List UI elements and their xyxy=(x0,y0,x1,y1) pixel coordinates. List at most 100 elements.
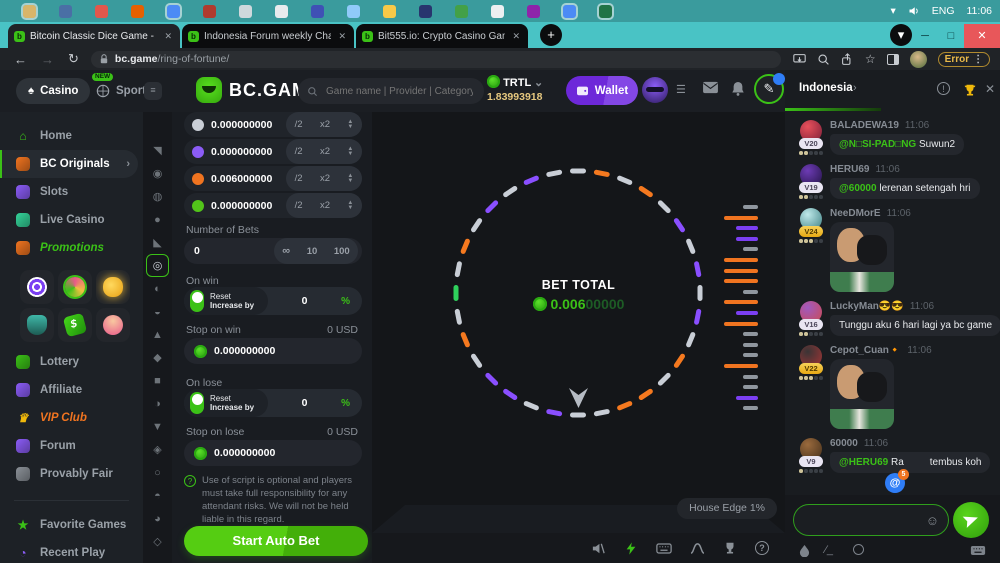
strip-limbo-game-icon[interactable]: ● xyxy=(154,214,161,226)
mail-icon[interactable] xyxy=(702,81,719,94)
double-bet-button[interactable]: x2 xyxy=(319,200,330,211)
chevron-right-icon[interactable]: › xyxy=(853,82,857,94)
chat-info-icon[interactable]: ! xyxy=(937,82,950,95)
start-auto-bet-button[interactable]: Start Auto Bet xyxy=(184,526,368,556)
share-icon[interactable] xyxy=(841,52,854,66)
sidebar-item-lottery[interactable]: Lottery xyxy=(0,348,143,376)
bets-10-option[interactable]: 10 xyxy=(306,245,318,257)
leaderboard-trophy-icon[interactable] xyxy=(723,541,737,555)
bet-list-icon[interactable]: ☰ xyxy=(676,84,686,96)
thunderbird-icon[interactable] xyxy=(419,4,432,18)
forward-button[interactable]: → xyxy=(41,51,54,67)
chat-gif-image[interactable] xyxy=(830,359,894,429)
bet-amount[interactable]: 0.000000000 xyxy=(211,145,273,158)
sidebar-item-favorite-games[interactable]: ★ Favorite Games xyxy=(0,511,143,539)
bet-row-green[interactable]: 0.000000000/2 x2 ▲ ▼ xyxy=(184,193,362,218)
chat-input-pill[interactable]: ☺ xyxy=(793,504,949,536)
chrome-icon[interactable] xyxy=(165,2,182,20)
zoom-icon[interactable] xyxy=(817,53,830,66)
reload-button[interactable]: ↻ xyxy=(68,51,79,66)
chat-username[interactable]: Cepot_Cuan🔸 xyxy=(830,345,902,356)
back-button[interactable]: ← xyxy=(14,51,27,67)
sports-tab[interactable]: NEW Sports xyxy=(84,73,164,104)
bet-amount[interactable]: 0.000000000 xyxy=(211,118,273,131)
notification-bell-icon[interactable] xyxy=(731,81,745,96)
sidebar-item-provably-fair[interactable]: Provably Fair xyxy=(0,460,143,488)
amount-stepper[interactable]: ▲ ▼ xyxy=(347,199,354,211)
chat-avatar[interactable] xyxy=(800,208,822,230)
strip-gem-game-icon[interactable]: ◆ xyxy=(153,352,162,364)
collapse-menu-button[interactable]: ≡ xyxy=(144,82,162,100)
browser-menu-icon[interactable]: ⋮ xyxy=(973,53,984,65)
half-bet-button[interactable]: /2 xyxy=(294,200,303,211)
photo-viewer-icon[interactable] xyxy=(59,4,72,18)
media-player-icon[interactable] xyxy=(95,4,108,18)
strip-towers-game-icon[interactable]: ◣ xyxy=(153,237,162,249)
strip-mines-game-icon[interactable]: ▲ xyxy=(152,329,163,341)
chat-region-tab[interactable]: Indonesia xyxy=(799,82,853,94)
chat-avatar[interactable] xyxy=(800,164,822,186)
amount-stepper[interactable]: ▲ ▼ xyxy=(347,118,354,130)
send-message-button[interactable] xyxy=(953,502,989,538)
profile-error-badge[interactable]: Error ⋮ xyxy=(937,51,991,67)
stop-on-win-input[interactable]: 0.000000000 xyxy=(184,338,362,364)
chat-rules-icon[interactable]: ∕_ xyxy=(825,544,833,556)
hotkeys-keyboard-icon[interactable] xyxy=(656,542,672,555)
mention-link[interactable]: @HERU69 xyxy=(839,457,889,468)
lucky-wheel-promo[interactable] xyxy=(58,270,92,304)
chat-username[interactable]: 60000 xyxy=(830,438,858,449)
strip-roulette-game-icon[interactable]: ◑ xyxy=(154,398,161,410)
help-icon[interactable]: ? xyxy=(755,541,769,555)
strip-cards-game-icon[interactable]: ■ xyxy=(154,375,161,387)
browser-tab-0[interactable]: b Bitcoin Classic Dice Game - Play ✕ xyxy=(8,24,180,48)
firefox-icon[interactable] xyxy=(131,4,144,18)
chat-avatar[interactable] xyxy=(800,120,822,142)
stop-on-lose-input[interactable]: 0.000000000 xyxy=(184,440,362,466)
strip-coinflip-game-icon[interactable]: ◐ xyxy=(154,283,161,295)
trophy-icon[interactable] xyxy=(963,83,977,97)
chat-username[interactable]: NeeDMorE xyxy=(830,208,881,219)
chat-username[interactable]: BALADEWA19 xyxy=(830,120,899,131)
wallet-button[interactable]: Wallet xyxy=(566,76,638,105)
paint-app-icon[interactable] xyxy=(275,4,288,18)
bet-row-purple[interactable]: 0.000000000/2 x2 ▲ ▼ xyxy=(184,139,362,164)
chat-input[interactable] xyxy=(803,513,926,527)
tab-close-icon[interactable]: ✕ xyxy=(512,30,520,41)
sidebar-item-home[interactable]: ⌂ Home xyxy=(0,122,143,150)
turbo-bolt-icon[interactable] xyxy=(624,541,638,556)
double-bet-button[interactable]: x2 xyxy=(319,173,330,184)
volume-icon[interactable] xyxy=(908,5,920,17)
media-app-icon[interactable] xyxy=(527,4,540,18)
bet-row-orange[interactable]: 0.006000000/2 x2 ▲ ▼ xyxy=(184,166,362,191)
sound-icon[interactable] xyxy=(591,541,606,556)
book-app-icon[interactable] xyxy=(203,4,216,18)
strip-dice-game-icon[interactable]: ◉ xyxy=(152,168,163,180)
chat-avatar[interactable] xyxy=(800,438,822,460)
mention-link[interactable]: @60000 xyxy=(839,183,877,194)
double-bet-button[interactable]: x2 xyxy=(319,146,330,157)
bet-amount[interactable]: 0.006000000 xyxy=(211,172,273,185)
bc-game-logo[interactable]: BC.GAME xyxy=(196,77,321,103)
doll-promo[interactable] xyxy=(96,308,130,342)
maximize-button[interactable]: □ xyxy=(947,30,955,42)
utility-app-icon[interactable] xyxy=(491,4,504,18)
strip-plinko-game-icon[interactable]: ◍ xyxy=(152,191,163,203)
chat-toggle-button[interactable]: ✎ xyxy=(754,73,785,104)
strip-keno-game-icon[interactable]: ◒ xyxy=(154,306,161,318)
cash-tag-promo[interactable] xyxy=(58,308,92,342)
rain-drop-icon[interactable] xyxy=(799,544,810,557)
browser-avatar[interactable] xyxy=(909,50,927,68)
chat-close-icon[interactable]: ✕ xyxy=(985,82,996,96)
live-stats-icon[interactable] xyxy=(690,542,705,555)
on-lose-mode-toggle[interactable]: Reset Increase by xyxy=(184,389,268,417)
on-lose-value[interactable]: 0 xyxy=(301,397,308,409)
browser-tab-1[interactable]: b Indonesia Forum weekly Challeng ✕ xyxy=(182,24,354,48)
new-tab-button[interactable]: + xyxy=(540,24,562,46)
half-bet-button[interactable]: /2 xyxy=(294,173,303,184)
half-bet-button[interactable]: /2 xyxy=(294,146,303,157)
tray-chevron-icon[interactable]: ▾ xyxy=(890,5,896,17)
rocket-promo[interactable] xyxy=(20,308,54,342)
strip-rocket-game-icon[interactable]: ◕ xyxy=(154,513,161,525)
strip-ball-game-icon[interactable]: ○ xyxy=(154,467,161,479)
url-bar[interactable]: bc.game /ring-of-fortune/ xyxy=(90,50,781,68)
